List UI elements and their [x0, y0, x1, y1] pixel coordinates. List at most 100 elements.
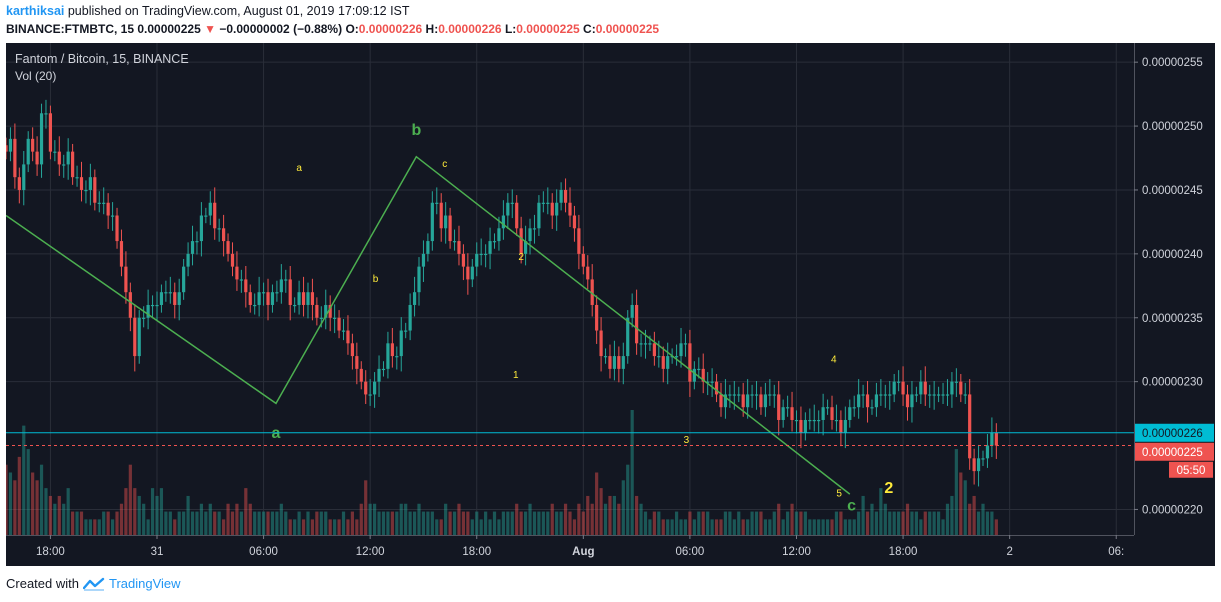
- volume-bar: [355, 519, 359, 535]
- volume-bar: [426, 511, 430, 535]
- candle-body: [48, 113, 53, 152]
- volume-bar: [790, 503, 794, 535]
- volume-bar: [62, 503, 66, 535]
- price-axis[interactable]: 0.00000255 0.00000250 0.00000245 0.00000240…: [1134, 43, 1215, 566]
- volume-bar: [897, 511, 901, 535]
- candle-body: [657, 356, 661, 358]
- candle-body: [954, 381, 958, 383]
- candle-body: [75, 177, 79, 179]
- volume-bar: [963, 480, 967, 535]
- volume-bar: [639, 503, 643, 535]
- candle-body: [537, 202, 541, 229]
- volume-bar: [124, 488, 128, 535]
- volume-bar: [848, 519, 852, 535]
- volume-bar: [66, 488, 70, 535]
- volume-bar: [857, 511, 861, 535]
- time-tick-label: 12:00: [782, 546, 811, 558]
- volume-bar: [608, 495, 612, 535]
- candle-body: [892, 381, 896, 395]
- volume-bar: [932, 511, 936, 535]
- volume-bar: [173, 519, 177, 535]
- candle-body: [799, 419, 803, 433]
- candle-body: [279, 279, 283, 293]
- candle-body: [506, 202, 510, 216]
- candle-body: [648, 343, 652, 345]
- volume-bars: [4, 410, 998, 535]
- candle-body: [328, 304, 332, 318]
- candle-body: [803, 419, 807, 433]
- price-tick-label: 0.00000230: [1142, 377, 1203, 389]
- candle-body: [945, 394, 950, 396]
- tradingview-link[interactable]: TradingView: [108, 576, 181, 591]
- wave-label: 1: [513, 370, 519, 381]
- candle-body: [941, 394, 945, 396]
- volume-bar: [959, 472, 963, 535]
- volume-bar: [803, 511, 807, 535]
- volume-bar: [492, 511, 497, 535]
- time-tick-label: 2: [1006, 546, 1012, 558]
- volume-bar: [395, 511, 399, 535]
- volume-bar: [226, 503, 230, 535]
- volume-bar: [568, 511, 572, 535]
- candle-body: [168, 292, 172, 294]
- volume-bar: [750, 511, 754, 535]
- volume-bar: [142, 503, 146, 535]
- candle-body: [763, 394, 768, 408]
- candle-body: [346, 330, 350, 344]
- volume-bar: [177, 511, 181, 535]
- candle-body: [84, 189, 88, 192]
- volume-bar: [532, 511, 537, 535]
- wave-label: c: [442, 159, 447, 170]
- candle-body: [199, 215, 204, 242]
- volume-bar: [688, 511, 692, 535]
- volume-bar: [723, 511, 728, 535]
- volume-bar: [466, 511, 470, 535]
- volume-bar: [435, 519, 439, 535]
- volume-bar: [399, 503, 403, 535]
- candle-body: [461, 253, 466, 267]
- candle-body: [337, 317, 341, 331]
- candle-body: [559, 189, 563, 203]
- candle-body: [204, 215, 208, 217]
- candle-body: [133, 317, 137, 357]
- wave-label: b: [373, 274, 379, 285]
- candle-body: [102, 202, 106, 204]
- volume-bar: [386, 511, 390, 535]
- volume-bar: [777, 503, 781, 535]
- candle-body: [550, 202, 554, 216]
- volume-bar: [35, 480, 39, 535]
- candle-body: [239, 279, 243, 281]
- volume-bar: [133, 488, 137, 535]
- time-tick-label: 06:: [1108, 546, 1124, 558]
- volume-bar: [657, 511, 661, 535]
- volume-bar: [297, 511, 301, 535]
- candle-body: [617, 356, 621, 369]
- volume-bar: [821, 519, 825, 535]
- volume-bar: [972, 495, 976, 535]
- author-link[interactable]: karthiksai: [6, 4, 65, 18]
- volume-bar: [208, 503, 212, 535]
- volume-bar: [879, 488, 883, 535]
- countdown-label-bg: [1169, 461, 1213, 478]
- time-axis[interactable]: 18:00 31 06:00 12:00 18:00 Aug 06:00 12:00 18:00…: [6, 535, 1134, 558]
- volume-bar: [275, 511, 279, 535]
- volume-bar: [253, 511, 257, 535]
- candle-body: [62, 164, 66, 166]
- candle-body: [466, 266, 470, 280]
- volume-bar: [430, 511, 434, 535]
- candle-body: [936, 394, 941, 396]
- volume-bar: [248, 503, 252, 535]
- candle-body: [643, 343, 648, 345]
- wave-label: a: [296, 163, 302, 174]
- candle-body: [57, 151, 61, 165]
- chart-legend-title: Fantom / Bitcoin, 15, BINANCE: [15, 52, 189, 66]
- candle-body: [426, 241, 430, 254]
- candle-body: [568, 202, 572, 216]
- candle-body: [119, 241, 124, 267]
- price-tick-label: 0.00000245: [1142, 185, 1203, 197]
- candle-body: [781, 407, 785, 420]
- volume-bar: [643, 511, 648, 535]
- high-label: H:: [425, 22, 439, 36]
